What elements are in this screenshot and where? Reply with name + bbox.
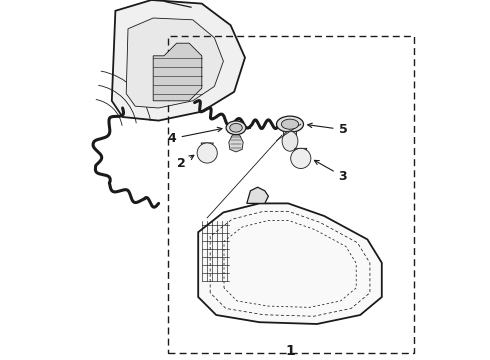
- Bar: [168, 36, 414, 353]
- Ellipse shape: [226, 121, 246, 135]
- Text: 1: 1: [286, 344, 295, 358]
- Polygon shape: [284, 131, 296, 141]
- Ellipse shape: [281, 119, 298, 129]
- Ellipse shape: [230, 123, 242, 132]
- Text: 4: 4: [168, 127, 222, 145]
- Text: 2: 2: [177, 155, 194, 170]
- Circle shape: [197, 143, 217, 163]
- Polygon shape: [201, 143, 213, 150]
- Polygon shape: [153, 43, 202, 101]
- Polygon shape: [247, 187, 269, 203]
- Text: 5: 5: [308, 123, 347, 136]
- Polygon shape: [229, 135, 243, 152]
- Polygon shape: [112, 0, 245, 121]
- Text: 3: 3: [315, 160, 347, 183]
- Polygon shape: [198, 203, 382, 324]
- Circle shape: [291, 148, 311, 168]
- Polygon shape: [294, 148, 307, 156]
- Ellipse shape: [282, 131, 298, 151]
- Ellipse shape: [276, 116, 303, 132]
- Polygon shape: [126, 18, 223, 108]
